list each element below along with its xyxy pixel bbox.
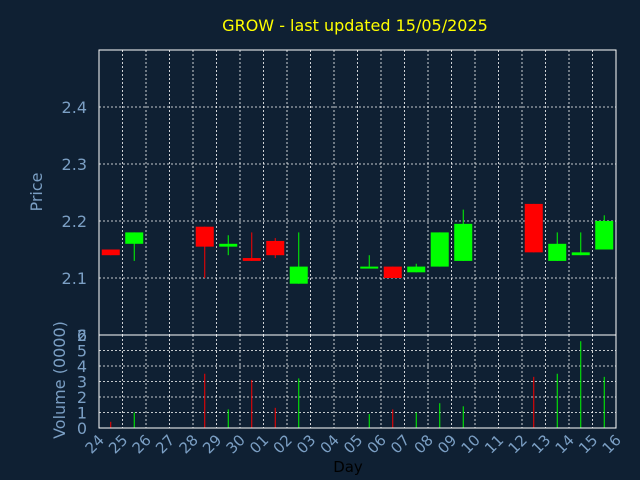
volume-tick-label: 2	[77, 388, 87, 407]
chart-title: GROW - last updated 15/05/2025	[222, 16, 488, 35]
volume-tick-label: 0	[77, 419, 87, 438]
x-tick-label: 01	[246, 431, 272, 457]
x-tick-label: 02	[270, 431, 296, 457]
candle-body	[548, 243, 567, 261]
x-tick-label: 13	[528, 431, 554, 457]
x-tick-label: 09	[434, 431, 460, 457]
x-ticks: 2425262728293001020304050607080910111213…	[82, 431, 625, 457]
x-tick-label: 14	[552, 431, 578, 457]
candle-body	[219, 243, 238, 247]
price-grid	[99, 50, 616, 336]
candle-body	[383, 266, 402, 278]
x-tick-label: 28	[176, 431, 202, 457]
x-tick-label: 05	[340, 431, 366, 457]
x-tick-label: 10	[458, 431, 484, 457]
price-tick-label: 2.4	[62, 98, 87, 117]
x-tick-label: 08	[411, 431, 437, 457]
candle-body	[595, 221, 614, 250]
candle-body	[454, 223, 473, 261]
x-tick-label: 11	[481, 431, 507, 457]
volume-bars	[110, 341, 605, 428]
x-tick-label: 15	[575, 431, 601, 457]
volume-grid	[99, 335, 616, 428]
price-axis-label: Price	[27, 172, 46, 211]
price-tick-label: 2.1	[62, 269, 87, 288]
price-ticks: 2.1 2.2 2.3 2.4 2	[62, 98, 87, 345]
volume-tick-label: 3	[77, 373, 87, 392]
candle-body	[195, 226, 214, 247]
price-tick-label: 2.2	[62, 212, 87, 231]
volume-frame	[98, 334, 617, 429]
candle-body	[125, 232, 144, 244]
candle-body	[242, 258, 261, 261]
x-tick-label: 12	[505, 431, 531, 457]
candle-body	[430, 232, 449, 267]
volume-tick-label: 1	[77, 404, 87, 423]
volume-axis-label: Volume (0000)	[50, 321, 69, 439]
volume-tick-label: 6	[77, 326, 87, 345]
x-tick-label: 25	[105, 431, 131, 457]
price-frame	[98, 49, 617, 336]
candles	[101, 203, 614, 284]
x-axis-label: Day	[333, 458, 363, 476]
candle-body	[571, 252, 590, 256]
x-tick-label: 27	[152, 431, 178, 457]
x-tick-label: 03	[293, 431, 319, 457]
candle-body	[524, 203, 543, 253]
x-tick-label: 29	[199, 431, 225, 457]
candle-body	[266, 240, 285, 256]
x-tick-label: 06	[364, 431, 390, 457]
volume-tick-label: 4	[77, 357, 87, 376]
candle-body	[289, 266, 308, 284]
x-tick-label: 26	[129, 431, 155, 457]
candle-body	[407, 266, 426, 273]
x-tick-label: 07	[387, 431, 413, 457]
candle-body	[360, 266, 379, 269]
x-tick-label: 04	[317, 431, 343, 457]
price-tick-label: 2	[77, 326, 87, 345]
volume-tick-label: 5	[77, 342, 87, 361]
x-tick-label: 30	[223, 431, 249, 457]
x-tick-label: 16	[599, 431, 625, 457]
price-tick-label: 2.3	[62, 155, 87, 174]
candle-body	[101, 249, 120, 256]
